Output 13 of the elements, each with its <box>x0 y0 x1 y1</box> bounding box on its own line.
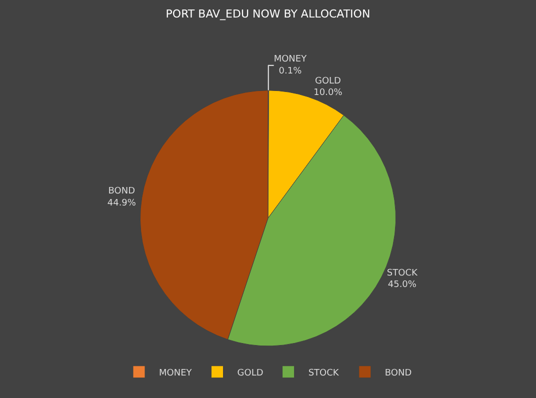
slice-label: BOND <box>108 186 136 197</box>
slice-label: GOLD <box>314 76 342 86</box>
slice-label: MONEY <box>274 54 308 65</box>
data-label: 0.1% <box>278 66 302 76</box>
data-label: 45.0% <box>388 280 417 290</box>
chart-title: PORT BAV_EDU NOW BY ALLOCATION <box>166 8 370 21</box>
legend-label: BOND <box>384 368 412 378</box>
legend-label: GOLD <box>237 368 264 378</box>
data-label: 44.9% <box>107 198 136 208</box>
slice-label: STOCK <box>386 268 419 278</box>
legend-label: MONEY <box>159 368 192 378</box>
legend-label: STOCK <box>308 368 340 378</box>
data-label: 10.0% <box>314 88 343 98</box>
